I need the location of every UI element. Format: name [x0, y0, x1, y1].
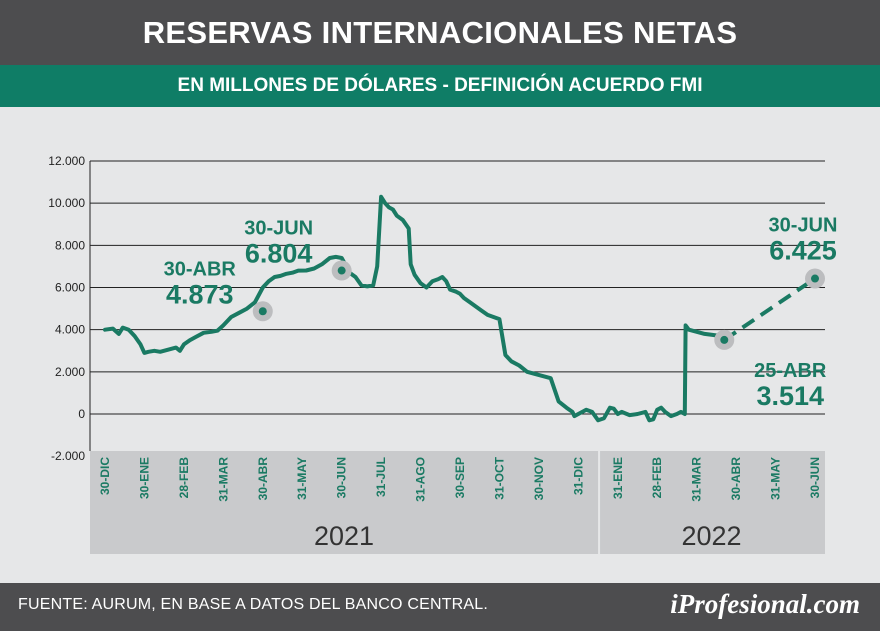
annotation-value: 6.425	[769, 236, 837, 266]
y-tick-label: 12.000	[48, 154, 85, 168]
x-tick-label: 28-FEB	[650, 457, 664, 499]
x-tick-label: 30-SEP	[453, 457, 467, 498]
source-note: FUENTE: AURUM, EN BASE A DATOS DEL BANCO…	[18, 596, 489, 613]
x-tick-label: 30-ENE	[137, 457, 151, 499]
annotation-marker-dot	[258, 307, 267, 316]
annotation-date: 30-JUN	[769, 215, 838, 237]
x-tick-label: 30-DIC	[98, 457, 112, 495]
reserves-line	[103, 194, 727, 423]
x-tick-label: 31-OCT	[492, 456, 506, 499]
year-label: 2022	[681, 521, 741, 551]
year-label: 2021	[314, 521, 374, 551]
y-tick-label: 4.000	[55, 323, 85, 337]
x-tick-label: 31-MAR	[216, 457, 230, 502]
x-tick-label: 31-ENE	[611, 457, 625, 499]
y-tick-label: -2.000	[51, 449, 85, 463]
x-tick-label: 30-JUN	[808, 457, 822, 498]
brand-logo: iProfesional.com	[670, 589, 860, 619]
projection-line	[723, 276, 817, 342]
annotation-marker-dot	[720, 335, 729, 344]
annotation-value: 3.514	[756, 381, 824, 411]
x-tick-label: 30-JUN	[335, 457, 349, 498]
x-tick-label: 31-MAY	[295, 457, 309, 500]
x-tick-label: 31-MAY	[769, 457, 783, 500]
x-tick-label: 31-DIC	[571, 457, 585, 495]
x-tick-label: 30-NOV	[532, 457, 546, 500]
footer-bar: FUENTE: AURUM, EN BASE A DATOS DEL BANCO…	[0, 583, 880, 631]
axis-band-2022	[600, 451, 825, 554]
y-tick-label: 10.000	[48, 196, 85, 210]
y-tick-label: 2.000	[55, 365, 85, 379]
chart-subtitle: EN MILLONES DE DÓLARES - DEFINICIÓN ACUE…	[0, 65, 880, 107]
annotation-date: 30-JUN	[244, 218, 313, 240]
annotation-value: 4.873	[166, 279, 234, 309]
y-tick-label: 0	[78, 407, 85, 421]
x-tick-label: 31-JUL	[374, 457, 388, 497]
y-tick-label: 6.000	[55, 281, 85, 295]
chart-title: RESERVAS INTERNACIONALES NETAS	[0, 0, 880, 65]
annotation-date: 30-ABR	[164, 258, 237, 280]
x-tick-label: 30-ABR	[729, 457, 743, 501]
y-tick-label: 8.000	[55, 238, 85, 252]
annotation-value: 6.804	[245, 239, 313, 269]
line-chart: -2.000 0 2.000 4.000 6.000 8.000 10.000 12.000 3…	[48, 154, 838, 554]
annotation-marker-dot	[811, 274, 819, 283]
x-tick-label: 28-FEB	[177, 457, 191, 499]
x-tick-label: 31-AGO	[414, 457, 428, 502]
annotation-marker-dot	[337, 266, 346, 275]
axis-band-2021	[90, 451, 599, 554]
x-tick-label: 30-ABR	[256, 457, 270, 501]
annotation-date: 25-ABR	[754, 360, 827, 382]
x-tick-label: 31-MAR	[690, 457, 704, 502]
